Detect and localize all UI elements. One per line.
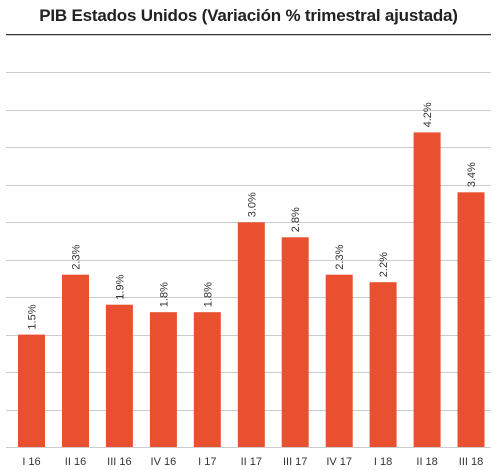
data-label: 4.2% <box>422 102 434 127</box>
x-tick-label: IV 17 <box>326 456 352 468</box>
data-labels: 1.5% 2.3% 1.9% 1.8% 1.8% 3.0% 2.8% 2.3% 2.2% 4.2%… <box>27 102 479 329</box>
chart-title: PIB Estados Unidos (Variación % trimestr… <box>39 6 458 25</box>
x-tick-label: III 16 <box>107 456 131 468</box>
x-tick-label: III 17 <box>283 456 307 468</box>
bar <box>281 237 309 447</box>
x-tick-labels: I 16 II 16 III 16 IV 16 I 17 II 17 III 17 IV 17… <box>22 456 483 468</box>
bars <box>18 132 485 447</box>
x-tick-label: II 16 <box>65 456 86 468</box>
x-tick-label: III 18 <box>459 456 483 468</box>
data-label: 1.8% <box>202 282 214 307</box>
bar <box>18 334 45 447</box>
data-label: 1.5% <box>27 304 39 329</box>
x-tick-label: I 17 <box>198 456 216 468</box>
bar <box>237 222 265 447</box>
data-label: 1.9% <box>114 274 126 299</box>
x-tick-label: II 18 <box>416 456 437 468</box>
data-label: 2.3% <box>334 244 346 269</box>
data-label: 3.0% <box>246 192 258 217</box>
bar <box>149 312 177 447</box>
bar <box>193 312 221 447</box>
data-label: 3.4% <box>466 162 478 187</box>
x-tick-label: IV 16 <box>151 456 177 468</box>
data-label: 2.8% <box>290 207 302 232</box>
data-label: 2.2% <box>378 252 390 277</box>
bar <box>457 192 485 447</box>
bar <box>325 274 353 447</box>
bar <box>413 132 441 447</box>
x-tick-label: I 18 <box>374 456 392 468</box>
bar <box>369 282 397 447</box>
x-tick-label: II 17 <box>241 456 262 468</box>
bar <box>105 304 133 447</box>
data-label: 1.8% <box>158 282 170 307</box>
bar <box>62 274 89 447</box>
x-tick-label: I 16 <box>22 456 40 468</box>
data-label: 2.3% <box>71 244 83 269</box>
